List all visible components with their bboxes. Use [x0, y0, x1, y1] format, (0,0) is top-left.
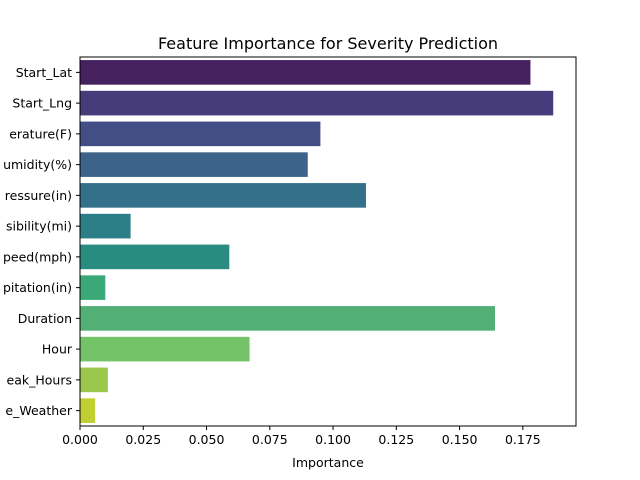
bar-1: [80, 90, 554, 116]
x-tick-label: 0.150: [442, 432, 478, 447]
x-tick-label: 0.100: [315, 432, 351, 447]
x-tick-label: 0.125: [378, 432, 414, 447]
y-tick-label: peed(mph): [3, 249, 72, 264]
bar-11: [80, 398, 96, 423]
bar-3: [80, 152, 308, 177]
bar-5: [80, 213, 131, 239]
bars-group: [80, 60, 554, 423]
y-tick-label: ressure(in): [5, 188, 72, 203]
y-tick-label: pitation(in): [3, 280, 72, 295]
y-tick-label: Start_Lng: [12, 96, 72, 111]
y-tick-label: sibility(mi): [6, 219, 72, 234]
bar-4: [80, 183, 366, 208]
x-tick-label: 0.075: [252, 432, 288, 447]
y-tick-label: Duration: [18, 311, 72, 326]
bar-0: [80, 60, 531, 85]
y-tick-label: Hour: [42, 342, 73, 357]
bar-9: [80, 336, 250, 362]
y-tick-label: umidity(%): [3, 157, 72, 172]
y-tick-label: e_Weather: [5, 403, 72, 418]
plot-frame: [79, 56, 577, 427]
bar-6: [80, 244, 230, 270]
y-tick-label: Start_Lat: [16, 65, 72, 80]
x-tick-label: 0.050: [189, 432, 225, 447]
bar-8: [80, 306, 496, 331]
x-tick-label: 0.000: [62, 432, 98, 447]
x-ticks: 0.000 0.025 0.050 0.075 0.100 0.125 0.150 0.175: [62, 426, 541, 447]
chart-title: Feature Importance for Severity Predicti…: [158, 34, 498, 53]
y-tick-label: eak_Hours: [7, 372, 72, 387]
x-tick-label: 0.025: [125, 432, 161, 447]
bar-7: [80, 275, 106, 300]
x-tick-label: 0.175: [505, 432, 541, 447]
bar-10: [80, 367, 108, 393]
y-tick-label: erature(F): [9, 126, 72, 141]
x-axis-label: Importance: [292, 455, 364, 470]
bar-2: [80, 121, 321, 147]
y-tick-labels: Start_Lat Start_Lng erature(F) umidity(%) re…: [3, 65, 80, 418]
